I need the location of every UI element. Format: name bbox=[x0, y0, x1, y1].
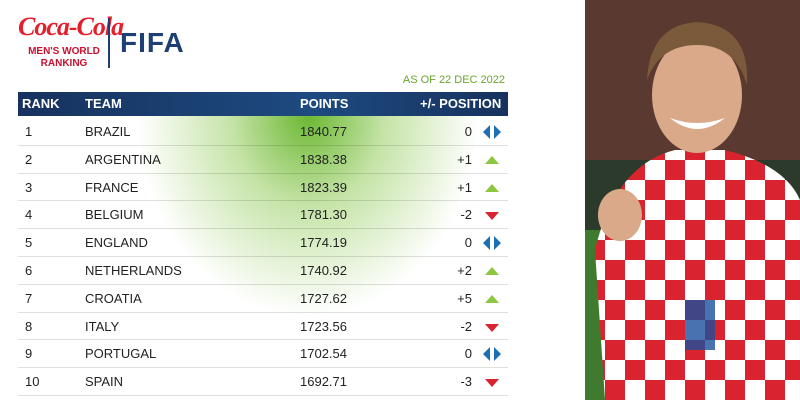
points: 1823.39 bbox=[300, 179, 347, 195]
position-change: +5 bbox=[457, 290, 472, 306]
rank: 2 bbox=[25, 151, 33, 167]
points: 1840.77 bbox=[300, 124, 347, 139]
position-change: -3 bbox=[460, 374, 472, 390]
row-divider bbox=[18, 311, 508, 313]
org-logo: FIFA bbox=[120, 27, 185, 58]
trend-shape bbox=[485, 212, 499, 221]
trend-icon bbox=[483, 347, 501, 362]
team: SPAIN bbox=[85, 374, 124, 390]
separator bbox=[108, 18, 110, 68]
row-divider bbox=[18, 256, 508, 257]
rank: 7 bbox=[25, 290, 33, 306]
trend-shape bbox=[485, 155, 499, 164]
trend-shape bbox=[485, 379, 499, 388]
position-change: 0 bbox=[464, 346, 472, 362]
trend-shape bbox=[483, 347, 501, 362]
player-photo bbox=[585, 0, 800, 400]
rank: 10 bbox=[25, 374, 40, 390]
position-change: -2 bbox=[460, 318, 472, 334]
trend-icon bbox=[485, 183, 499, 192]
rank: 4 bbox=[25, 207, 33, 223]
team: BRAZIL bbox=[85, 124, 131, 139]
position-change: +1 bbox=[457, 151, 472, 167]
points: 1702.54 bbox=[300, 346, 347, 362]
table-background bbox=[18, 116, 508, 400]
trend-icon bbox=[485, 267, 499, 275]
position-change: -2 bbox=[460, 207, 472, 223]
trend-icon bbox=[485, 379, 499, 388]
date-label: AS OF 22 DEC 2022 bbox=[402, 74, 505, 86]
row-divider bbox=[18, 339, 508, 341]
points: 1727.62 bbox=[300, 290, 347, 306]
rank: 1 bbox=[25, 124, 33, 139]
row-divider bbox=[18, 144, 508, 146]
trend-icon bbox=[483, 236, 501, 251]
position-change: +2 bbox=[457, 263, 472, 278]
row-divider bbox=[18, 200, 508, 202]
team: FRANCE bbox=[85, 179, 139, 195]
points: 1781.30 bbox=[300, 207, 347, 223]
rank: 8 bbox=[25, 318, 33, 334]
table-header bbox=[18, 92, 508, 116]
trend-shape bbox=[485, 267, 499, 275]
points: 1692.71 bbox=[300, 374, 347, 390]
trend-shape bbox=[485, 323, 499, 332]
points: 1774.19 bbox=[300, 235, 347, 251]
trend-shape bbox=[485, 294, 499, 303]
points: 1723.56 bbox=[300, 318, 347, 334]
rank: 9 bbox=[25, 346, 33, 362]
row-divider bbox=[18, 395, 508, 396]
team: PORTUGAL bbox=[85, 346, 157, 362]
points: 1838.38 bbox=[300, 151, 347, 167]
team: ARGENTINA bbox=[85, 151, 161, 167]
column-header: TEAM bbox=[85, 96, 122, 111]
sponsor-logo: Coca-Cola bbox=[18, 12, 124, 41]
team: ITALY bbox=[85, 318, 120, 334]
position-change: +1 bbox=[457, 179, 472, 195]
points: 1740.92 bbox=[300, 263, 347, 278]
trend-shape bbox=[483, 236, 501, 251]
rank: 5 bbox=[25, 235, 33, 251]
position-change: 0 bbox=[464, 235, 472, 251]
row-divider bbox=[18, 172, 508, 174]
column-header: RANK bbox=[22, 96, 60, 111]
row-divider bbox=[18, 367, 508, 369]
team: CROATIA bbox=[85, 290, 142, 306]
rank: 6 bbox=[25, 263, 33, 278]
trend-icon bbox=[483, 125, 501, 139]
trend-icon bbox=[485, 323, 499, 332]
team: NETHERLANDS bbox=[85, 263, 182, 278]
trend-icon bbox=[485, 155, 499, 164]
column-header: +/- POSITION bbox=[420, 96, 502, 111]
row-divider bbox=[18, 228, 508, 230]
rank: 3 bbox=[25, 179, 33, 195]
trend-icon bbox=[485, 212, 499, 221]
trend-shape bbox=[485, 183, 499, 192]
column-header: POINTS bbox=[300, 96, 349, 111]
ranking-label: MEN'S WORLD RANKING bbox=[28, 46, 100, 69]
team: BELGIUM bbox=[85, 207, 144, 223]
trend-icon bbox=[485, 294, 499, 303]
row-divider bbox=[18, 283, 508, 285]
team: ENGLAND bbox=[85, 235, 148, 251]
trend-shape bbox=[483, 125, 501, 139]
position-change: 0 bbox=[464, 124, 472, 139]
